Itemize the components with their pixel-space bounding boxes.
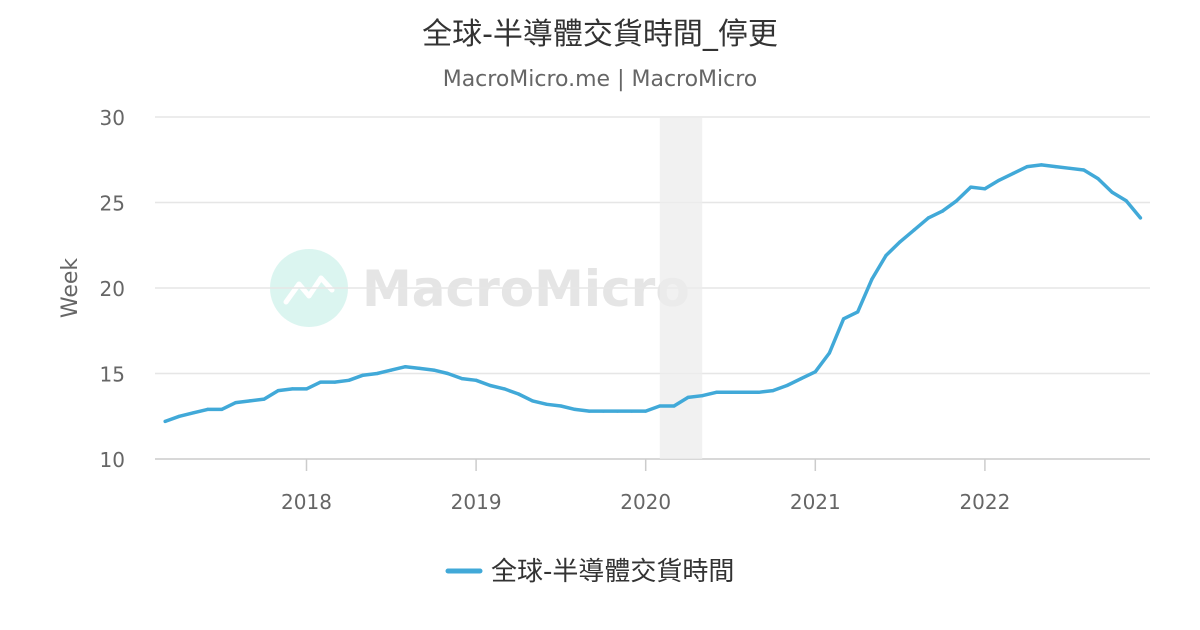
- data-point[interactable]: [418, 366, 422, 370]
- data-point[interactable]: [842, 317, 846, 321]
- data-point[interactable]: [940, 209, 945, 213]
- y-tick-label: 15: [100, 363, 125, 387]
- x-tick-label: 2022: [959, 490, 1010, 514]
- data-point[interactable]: [460, 377, 464, 381]
- watermark-icon: [283, 275, 335, 305]
- chart-title: 全球-半導體交貨時間_停更: [422, 17, 778, 52]
- data-point[interactable]: [799, 377, 803, 381]
- data-point[interactable]: [926, 216, 931, 220]
- data-point[interactable]: [446, 371, 450, 376]
- data-point[interactable]: [276, 389, 280, 393]
- legend-label: 全球-半導體交貨時間: [491, 557, 734, 587]
- data-point[interactable]: [488, 383, 492, 388]
- data-point[interactable]: [898, 240, 902, 244]
- data-point[interactable]: [163, 419, 167, 423]
- data-point[interactable]: [884, 253, 888, 258]
- y-tick-label: 20: [100, 277, 125, 301]
- data-point[interactable]: [728, 390, 733, 394]
- y-axis-label: Week: [58, 258, 83, 319]
- data-point[interactable]: [403, 365, 407, 369]
- data-point[interactable]: [545, 402, 549, 406]
- data-point[interactable]: [347, 378, 351, 382]
- data-point[interactable]: [997, 178, 1001, 182]
- series-group: [163, 163, 1143, 424]
- data-point[interactable]: [319, 380, 323, 384]
- data-point[interactable]: [1138, 216, 1142, 220]
- data-point[interactable]: [785, 383, 789, 388]
- data-point[interactable]: [615, 409, 620, 413]
- y-tick-label: 25: [100, 192, 125, 216]
- data-point[interactable]: [248, 399, 252, 403]
- x-tick-label: 2020: [620, 490, 671, 514]
- data-point[interactable]: [856, 310, 860, 314]
- data-point[interactable]: [474, 378, 478, 382]
- series-line: [163, 163, 1143, 424]
- data-point[interactable]: [516, 392, 521, 396]
- data-point[interactable]: [1124, 199, 1128, 203]
- data-point[interactable]: [1068, 166, 1072, 170]
- data-point[interactable]: [870, 277, 874, 281]
- data-point[interactable]: [771, 389, 775, 393]
- x-tick-label: 2021: [790, 490, 841, 514]
- data-point[interactable]: [1082, 168, 1086, 172]
- data-point[interactable]: [333, 380, 337, 384]
- data-point[interactable]: [290, 387, 294, 391]
- data-point[interactable]: [177, 414, 181, 418]
- data-point[interactable]: [587, 409, 591, 413]
- y-tick-label: 30: [100, 106, 125, 130]
- data-point[interactable]: [1096, 177, 1100, 181]
- legend[interactable]: 全球-半導體交貨時間: [445, 557, 734, 587]
- data-point[interactable]: [983, 187, 987, 191]
- x-tick-label: 2019: [451, 490, 502, 514]
- data-point[interactable]: [573, 407, 577, 411]
- data-point[interactable]: [432, 368, 436, 372]
- data-point[interactable]: [531, 399, 535, 403]
- data-point[interactable]: [827, 351, 832, 355]
- data-point[interactable]: [191, 411, 195, 415]
- data-point[interactable]: [502, 387, 506, 391]
- data-point[interactable]: [375, 371, 379, 376]
- data-point[interactable]: [644, 409, 648, 413]
- data-point[interactable]: [630, 409, 634, 413]
- data-point[interactable]: [304, 387, 309, 391]
- data-point[interactable]: [757, 390, 761, 394]
- data-point[interactable]: [813, 370, 817, 374]
- axes: 10 15 20 25 30 2018 2019 2020 2021 2022: [100, 106, 1011, 514]
- data-point[interactable]: [1025, 165, 1029, 169]
- data-point[interactable]: [206, 407, 210, 411]
- watermark-logo: MacroMicro: [270, 249, 690, 327]
- data-point[interactable]: [361, 373, 365, 377]
- data-point[interactable]: [686, 395, 690, 399]
- chart-subtitle: MacroMicro.me | MacroMicro: [443, 67, 758, 92]
- data-point[interactable]: [1110, 190, 1114, 194]
- x-tick-label: 2018: [281, 490, 332, 514]
- data-point[interactable]: [743, 390, 747, 394]
- data-point[interactable]: [559, 404, 563, 408]
- data-point[interactable]: [912, 228, 916, 232]
- watermark-text: MacroMicro: [362, 260, 690, 318]
- data-point[interactable]: [1039, 163, 1043, 167]
- data-point[interactable]: [714, 390, 719, 394]
- data-point[interactable]: [969, 185, 973, 189]
- data-point[interactable]: [658, 404, 662, 408]
- data-point[interactable]: [220, 407, 224, 411]
- data-point[interactable]: [1054, 165, 1058, 169]
- data-point[interactable]: [262, 397, 266, 401]
- y-tick-label: 10: [100, 448, 125, 472]
- data-point[interactable]: [389, 368, 393, 372]
- data-point[interactable]: [672, 404, 676, 408]
- data-point[interactable]: [234, 401, 238, 405]
- data-point[interactable]: [1011, 171, 1015, 175]
- data-point[interactable]: [955, 199, 959, 203]
- data-point[interactable]: [700, 394, 704, 398]
- data-point[interactable]: [601, 409, 605, 413]
